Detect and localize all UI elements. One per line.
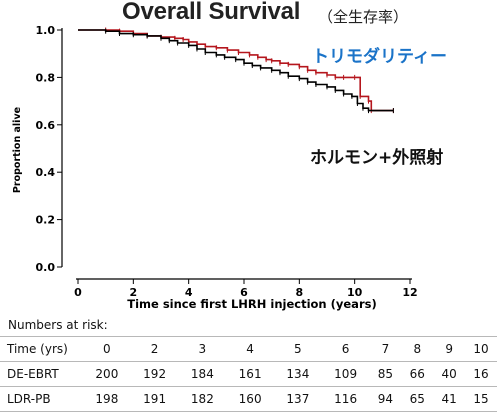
risk-value-cell: 134 bbox=[274, 361, 322, 387]
risk-value-cell: 94 bbox=[369, 386, 402, 412]
risk-time-cell: 0 bbox=[83, 336, 131, 362]
risk-value-cell: 191 bbox=[130, 386, 179, 412]
risk-value-cell: 198 bbox=[83, 386, 131, 412]
survival-chart: 0.0 0.2 0.4 0.6 0.8 1.0 0 2 4 6 8 10 12 Time since f… bbox=[12, 24, 418, 311]
risk-time-cell: 6 bbox=[321, 336, 370, 362]
risk-time-cell: 10 bbox=[465, 336, 497, 362]
risk-table: Time (yrs) 0 2 3 4 5 6 7 8 9 10 DE-EBRT … bbox=[0, 336, 497, 412]
chart-axes: 0.0 0.2 0.4 0.6 0.8 1.0 0 2 4 6 8 10 12 bbox=[36, 24, 418, 299]
y-tick-label: 0.0 bbox=[36, 261, 56, 274]
x-axis-label: Time since first LHRH injection (years) bbox=[127, 297, 376, 311]
risk-row-label: DE-EBRT bbox=[0, 361, 83, 387]
risk-value-cell: 66 bbox=[401, 361, 434, 387]
risk-row-label: LDR-PB bbox=[0, 386, 83, 412]
risk-time-cell: 9 bbox=[433, 336, 466, 362]
chart-series bbox=[78, 27, 394, 114]
risk-value-cell: 161 bbox=[226, 361, 274, 387]
y-tick-label: 0.4 bbox=[36, 166, 56, 179]
risk-row-de-ebrt: DE-EBRT 200 192 184 161 134 109 85 66 40… bbox=[0, 361, 497, 387]
risk-time-label: Time (yrs) bbox=[0, 336, 83, 362]
y-tick-label: 0.6 bbox=[36, 119, 56, 132]
risk-value-cell: 41 bbox=[433, 386, 466, 412]
chart-title-main: Overall Survival bbox=[122, 0, 301, 25]
risk-value-cell: 85 bbox=[369, 361, 402, 387]
x-tick-label: 2 bbox=[130, 286, 138, 299]
risk-time-row: Time (yrs) 0 2 3 4 5 6 7 8 9 10 bbox=[0, 336, 497, 362]
risk-value-cell: 109 bbox=[321, 361, 370, 387]
x-tick-label: 8 bbox=[296, 286, 304, 299]
risk-value-cell: 200 bbox=[83, 361, 131, 387]
risk-time-cell: 2 bbox=[130, 336, 179, 362]
trimodality-label: トリモダリティー bbox=[312, 47, 447, 67]
risk-time-cell: 5 bbox=[274, 336, 322, 362]
risk-value-cell: 192 bbox=[130, 361, 179, 387]
risk-time-cell: 3 bbox=[178, 336, 227, 362]
risk-value-cell: 16 bbox=[465, 361, 497, 387]
risk-time-cell: 4 bbox=[226, 336, 274, 362]
risk-row-ldr-pb: LDR-PB 198 191 182 160 137 116 94 65 41 … bbox=[0, 386, 497, 412]
risk-value-cell: 15 bbox=[465, 386, 497, 412]
risk-value-cell: 137 bbox=[274, 386, 322, 412]
risk-time-cell: 7 bbox=[369, 336, 402, 362]
x-tick-label: 6 bbox=[240, 286, 248, 299]
risk-heading: Numbers at risk: bbox=[8, 318, 108, 332]
chart-title: Overall Survival （全生存率） bbox=[0, 0, 500, 30]
x-tick-label: 0 bbox=[74, 286, 82, 299]
y-tick-label: 1.0 bbox=[36, 24, 56, 37]
hormone-ebrt-label: ホルモン+外照射 bbox=[310, 148, 444, 168]
chart-title-subtitle: （全生存率） bbox=[318, 8, 409, 26]
risk-value-cell: 182 bbox=[178, 386, 227, 412]
risk-value-cell: 160 bbox=[226, 386, 274, 412]
risk-value-cell: 184 bbox=[178, 361, 227, 387]
y-tick-label: 0.2 bbox=[36, 214, 56, 227]
x-tick-label: 10 bbox=[347, 286, 363, 299]
risk-time-cell: 8 bbox=[401, 336, 434, 362]
x-tick-label: 12 bbox=[402, 286, 417, 299]
y-axis-label: Proportion alive bbox=[12, 107, 23, 193]
x-tick-label: 4 bbox=[185, 286, 193, 299]
risk-value-cell: 116 bbox=[321, 386, 370, 412]
y-tick-label: 0.8 bbox=[36, 71, 56, 84]
risk-value-cell: 65 bbox=[401, 386, 434, 412]
risk-value-cell: 40 bbox=[433, 361, 466, 387]
